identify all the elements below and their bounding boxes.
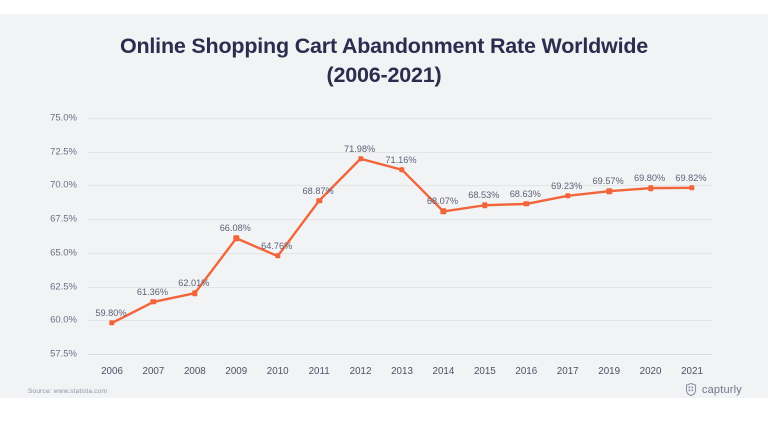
data-point-marker[interactable] — [606, 188, 612, 194]
line-series-svg — [110, 157, 694, 325]
y-axis-tick-label: 57.5% — [50, 348, 77, 360]
chart-title-block: Online Shopping Cart Abandonment Rate Wo… — [0, 32, 768, 90]
data-point-marker[interactable] — [689, 185, 695, 191]
x-axis-tick-label: 2011 — [308, 366, 330, 377]
gridline — [88, 185, 712, 187]
y-axis-tick-label: 65.0% — [50, 247, 77, 259]
data-point-label: 62.01% — [178, 278, 210, 289]
x-axis-tick-label: 2010 — [266, 366, 289, 377]
gridline — [88, 219, 712, 221]
y-axis-tick-label: 75.0% — [50, 112, 77, 124]
x-axis-tick-label: 2019 — [598, 366, 621, 377]
data-point-marker[interactable] — [523, 201, 529, 207]
data-point-label: 69.57% — [592, 176, 624, 187]
data-point-marker[interactable] — [109, 320, 115, 326]
page-title: Online Shopping Cart Abandonment Rate Wo… — [119, 34, 649, 58]
data-point-label: 69.23% — [551, 180, 583, 191]
data-point-marker[interactable] — [399, 167, 405, 173]
data-point-label: 59.80% — [95, 307, 127, 318]
data-point-label: 69.80% — [633, 173, 666, 184]
capturly-logo-icon — [685, 383, 696, 396]
y-axis-tick-label: 60.0% — [50, 314, 77, 326]
data-point-label: 61.36% — [136, 286, 169, 297]
y-axis-tick-label: 62.5% — [50, 281, 77, 293]
data-point-label: 68.63% — [509, 188, 541, 199]
capturly-logo-text: capturly — [701, 383, 742, 396]
data-point-marker[interactable] — [150, 299, 157, 305]
x-axis-tick-label: 2021 — [681, 366, 703, 377]
data-point-marker[interactable] — [275, 253, 281, 259]
data-point-marker[interactable] — [316, 197, 322, 204]
x-axis-tick-label: 2016 — [515, 366, 538, 377]
data-point-label: 66.08% — [219, 223, 251, 234]
x-axis-line — [88, 354, 712, 355]
data-point-marker[interactable] — [233, 235, 239, 241]
source-note: Source: www.statista.com — [28, 388, 108, 395]
chart-card: Online Shopping Cart Abandonment Rate Wo… — [0, 14, 768, 398]
x-axis-tick-label: 2014 — [432, 366, 455, 377]
plot-area: 75.0% 72.5% 70.0% 67.5% 65.0% 62.5% 60.0% 57.5%… — [50, 113, 712, 377]
data-point-label: 71.16% — [385, 154, 417, 165]
x-axis-tick-label: 2020 — [639, 366, 662, 377]
data-point-marker[interactable] — [482, 202, 488, 208]
data-point-label: 64.76% — [261, 241, 293, 252]
x-axis-tick-label: 2017 — [556, 366, 579, 377]
gridline — [88, 320, 712, 322]
data-point-marker[interactable] — [647, 185, 654, 191]
gridline — [88, 252, 712, 254]
gridline — [88, 286, 712, 288]
x-axis-tick-label: 2015 — [473, 366, 496, 377]
data-point-label: 71.98% — [343, 143, 376, 154]
y-axis-tick-label: 67.5% — [50, 213, 77, 225]
data-point-marker[interactable] — [440, 208, 447, 215]
data-point-marker[interactable] — [192, 290, 198, 296]
gridline — [88, 118, 712, 119]
data-point-label: 68.07% — [426, 196, 459, 207]
x-axis-tick-label: 2008 — [183, 366, 206, 377]
x-axis-tick-label: 2013 — [391, 366, 413, 377]
x-axis-tick-label: 2006 — [101, 366, 123, 377]
data-point-label: 68.53% — [468, 190, 500, 201]
x-axis-tick-label: 2012 — [349, 366, 372, 377]
gridline — [88, 151, 712, 153]
y-axis-tick-label: 72.5% — [50, 146, 77, 158]
y-axis-tick-label: 70.0% — [50, 179, 77, 191]
x-axis-tick-label: 2009 — [225, 366, 248, 377]
data-point-label: 69.82% — [675, 172, 707, 183]
page-subtitle: (2006-2021) — [326, 63, 442, 87]
capturly-logo: capturly — [685, 383, 742, 396]
data-point-marker[interactable] — [357, 156, 364, 162]
x-axis-tick-label: 2007 — [142, 366, 165, 377]
data-point-marker[interactable] — [565, 193, 571, 199]
data-point-label: 68.87% — [302, 185, 334, 196]
